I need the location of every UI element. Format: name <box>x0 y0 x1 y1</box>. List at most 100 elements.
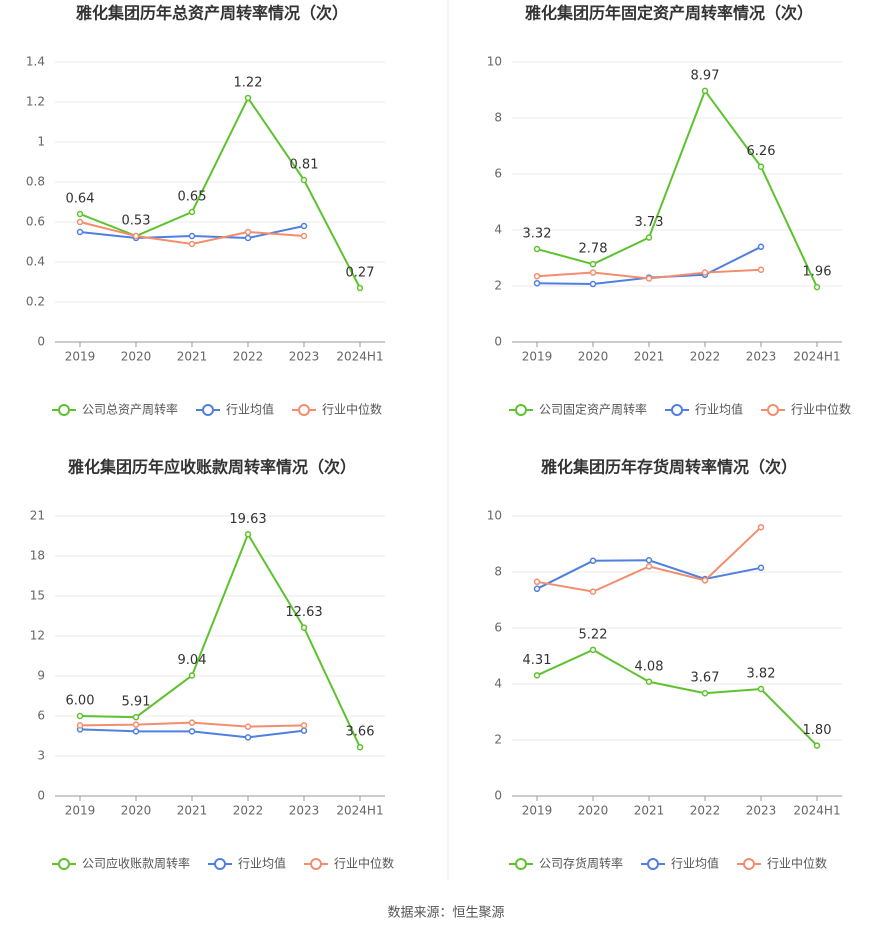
point <box>188 208 196 216</box>
data-label: 5.22 <box>579 627 608 642</box>
y-tick-label: 0.6 <box>26 215 45 229</box>
chart-title: 雅化集团历年固定资产周转率情况（次） <box>524 4 813 23</box>
point <box>76 712 84 720</box>
data-label: 9.04 <box>178 653 207 668</box>
data-label: 1.80 <box>803 723 832 738</box>
point <box>188 672 196 679</box>
data-label: 3.66 <box>346 725 375 740</box>
point <box>701 87 709 95</box>
y-tick-label: 3 <box>37 749 45 763</box>
point <box>356 743 364 751</box>
point <box>244 228 252 236</box>
point <box>533 672 541 679</box>
legend-marker <box>58 404 70 416</box>
point <box>132 713 140 721</box>
y-tick-label: 4 <box>494 223 502 237</box>
legend-marker <box>767 404 779 416</box>
legend-marker <box>214 858 226 870</box>
y-tick-label: 1.2 <box>26 95 45 109</box>
series-line <box>79 96 361 289</box>
point <box>76 722 84 729</box>
x-tick-label: 2021 <box>634 350 665 364</box>
x-tick-label: 2020 <box>121 804 152 818</box>
x-tick-label: 2019 <box>65 804 96 818</box>
y-tick-label: 6 <box>494 621 502 635</box>
point <box>76 218 84 226</box>
data-label: 0.53 <box>122 214 151 229</box>
point <box>244 531 252 538</box>
y-tick-label: 8 <box>494 565 502 579</box>
point <box>645 234 653 241</box>
x-tick-label: 2022 <box>233 804 264 818</box>
data-label: 5.91 <box>122 695 151 710</box>
x-tick-label: 2024H1 <box>793 804 840 818</box>
legend-label: 公司存货周转率 <box>539 856 623 871</box>
legend-label: 公司应收账款周转率 <box>82 856 190 871</box>
x-tick-label: 2021 <box>177 350 208 364</box>
x-tick-label: 2024H1 <box>336 350 383 364</box>
point <box>132 728 140 735</box>
legend-marker <box>515 404 527 416</box>
point <box>645 563 653 570</box>
x-tick-label: 2019 <box>522 804 553 818</box>
x-tick-label: 2023 <box>289 350 320 364</box>
legend-marker <box>647 858 659 870</box>
x-tick-label: 2020 <box>578 804 609 818</box>
legend-label: 行业中位数 <box>791 402 851 417</box>
legend-label: 行业中位数 <box>322 402 382 417</box>
legend-label: 公司固定资产周转率 <box>539 402 647 417</box>
point <box>645 678 653 686</box>
point <box>244 234 252 242</box>
x-tick-label: 2019 <box>522 350 553 364</box>
y-tick-label: 18 <box>30 549 45 563</box>
y-tick-label: 15 <box>30 589 45 603</box>
x-tick-label: 2024H1 <box>336 804 383 818</box>
legend-label: 行业均值 <box>226 402 274 417</box>
legend-label: 行业均值 <box>695 402 743 417</box>
data-label: 3.67 <box>691 671 720 686</box>
y-tick-label: 4 <box>494 677 502 691</box>
data-label: 4.31 <box>523 653 552 668</box>
data-label: 1.96 <box>803 265 832 280</box>
point <box>589 646 597 654</box>
y-tick-label: 0 <box>37 335 45 349</box>
y-tick-label: 2 <box>494 279 502 293</box>
y-tick-label: 0 <box>37 789 45 803</box>
point <box>244 723 252 730</box>
chart-title: 雅化集团历年存货周转率情况（次） <box>540 458 797 477</box>
point <box>701 577 709 584</box>
point <box>244 734 252 741</box>
data-label: 6.00 <box>66 694 95 709</box>
point <box>757 266 765 274</box>
source: 数据来源：恒生聚源 <box>387 906 504 921</box>
point <box>757 685 765 693</box>
y-tick-label: 0 <box>494 789 502 803</box>
legend-marker <box>298 404 310 416</box>
point <box>188 728 196 735</box>
point <box>188 719 196 726</box>
point <box>188 240 196 248</box>
data-label: 6.26 <box>747 144 776 159</box>
data-label: 0.81 <box>290 158 319 173</box>
legend-label: 行业均值 <box>238 856 286 871</box>
point <box>533 272 541 280</box>
series-line <box>536 648 818 747</box>
point <box>76 210 84 218</box>
x-tick-label: 2023 <box>746 350 777 364</box>
y-tick-label: 9 <box>37 669 45 683</box>
y-tick-label: 10 <box>487 55 502 69</box>
legend-marker <box>515 858 527 870</box>
point <box>701 269 709 276</box>
data-label: 0.27 <box>346 266 375 281</box>
legend-marker <box>310 858 322 870</box>
point <box>757 523 765 531</box>
data-label: 3.73 <box>635 215 664 230</box>
x-tick-label: 2023 <box>746 804 777 818</box>
point <box>533 578 541 586</box>
y-tick-label: 0.2 <box>26 295 45 309</box>
data-label: 0.64 <box>66 192 95 207</box>
point <box>300 232 308 240</box>
series-line <box>536 88 818 288</box>
point <box>300 722 308 729</box>
